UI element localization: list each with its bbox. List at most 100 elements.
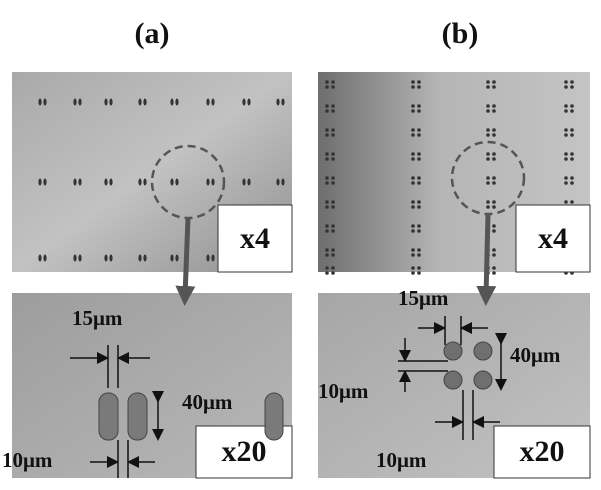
- pattern-dot: [211, 254, 215, 262]
- pattern-dot: [73, 254, 77, 262]
- pillar: [473, 341, 493, 361]
- pattern-dot: [570, 85, 574, 89]
- pillar: [264, 392, 284, 441]
- pattern-dot: [492, 85, 496, 89]
- pillar: [473, 370, 493, 390]
- pattern-dot: [325, 109, 329, 113]
- pillar: [98, 392, 119, 441]
- pattern-dot: [570, 128, 574, 132]
- pattern-dot: [564, 176, 568, 180]
- pattern-dot: [170, 98, 174, 106]
- pattern-dot: [486, 176, 490, 180]
- pattern-dot: [325, 133, 329, 137]
- pattern-dot: [109, 178, 113, 186]
- pattern-dot: [486, 205, 490, 209]
- pattern-dot: [411, 128, 415, 132]
- pattern-dot: [331, 104, 335, 108]
- pattern-dot: [486, 80, 490, 84]
- pattern-dot: [325, 85, 329, 89]
- pattern-dot: [331, 80, 335, 84]
- pattern-dot: [417, 133, 421, 137]
- pattern-dot: [206, 98, 210, 106]
- pattern-dot: [411, 200, 415, 204]
- pattern-dot: [73, 178, 77, 186]
- pattern-dot: [492, 128, 496, 132]
- pattern-dot: [492, 229, 496, 233]
- pattern-dot: [486, 128, 490, 132]
- pillar: [127, 392, 148, 441]
- mag-box: [515, 204, 591, 273]
- pattern-dot: [104, 98, 108, 106]
- pattern-dot: [411, 157, 415, 161]
- pattern-dot: [331, 205, 335, 209]
- magnification: x4: [240, 222, 270, 255]
- pattern-dot: [411, 133, 415, 137]
- pattern-dot: [564, 181, 568, 185]
- pattern-dot: [564, 128, 568, 132]
- pattern-dot: [564, 85, 568, 89]
- pattern-dot: [570, 200, 574, 204]
- pattern-dot: [325, 80, 329, 84]
- pattern-dot: [331, 176, 335, 180]
- pattern-dot: [78, 254, 82, 262]
- pattern-dot: [175, 254, 179, 262]
- pattern-dot: [486, 85, 490, 89]
- pattern-dot: [411, 266, 415, 270]
- pattern-dot: [331, 85, 335, 89]
- pattern-dot: [492, 104, 496, 108]
- pattern-dot: [281, 178, 285, 186]
- pattern-dot: [486, 181, 490, 185]
- pattern-dot: [325, 152, 329, 156]
- pattern-dot: [492, 152, 496, 156]
- pattern-dot: [492, 157, 496, 161]
- pattern-dot: [331, 248, 335, 252]
- pattern-dot: [242, 178, 246, 186]
- pattern-dot: [417, 85, 421, 89]
- pattern-dot: [331, 224, 335, 228]
- pattern-dot: [211, 98, 215, 106]
- pattern-dot: [143, 98, 147, 106]
- pattern-dot: [570, 157, 574, 161]
- panel-label: (a): [135, 17, 170, 50]
- pattern-dot: [570, 109, 574, 113]
- pillar: [443, 370, 463, 390]
- pattern-dot: [38, 254, 42, 262]
- pattern-dot: [325, 253, 329, 257]
- pattern-dot: [109, 254, 113, 262]
- pattern-dot: [411, 253, 415, 257]
- pattern-dot: [411, 104, 415, 108]
- pattern-dot: [411, 85, 415, 89]
- pattern-dot: [331, 128, 335, 132]
- annotation: 10μm: [376, 448, 427, 472]
- pattern-dot: [564, 157, 568, 161]
- mag-box: [217, 204, 293, 273]
- pattern-dot: [417, 271, 421, 275]
- pattern-dot: [138, 178, 142, 186]
- pattern-dot: [570, 133, 574, 137]
- pillar: [443, 341, 463, 361]
- pattern-dot: [570, 80, 574, 84]
- pattern-dot: [38, 98, 42, 106]
- pattern-dot: [486, 152, 490, 156]
- mag-box: [493, 425, 591, 479]
- pattern-dot: [417, 200, 421, 204]
- pattern-dot: [417, 176, 421, 180]
- pattern-dot: [206, 178, 210, 186]
- pattern-dot: [570, 181, 574, 185]
- pattern-dot: [411, 152, 415, 156]
- pattern-dot: [325, 157, 329, 161]
- pattern-dot: [43, 254, 47, 262]
- magnification: x4: [538, 222, 568, 255]
- pattern-dot: [492, 181, 496, 185]
- pattern-dot: [109, 98, 113, 106]
- pattern-dot: [281, 98, 285, 106]
- zoom-arrow: [175, 217, 196, 306]
- pattern-dot: [492, 133, 496, 137]
- pattern-dot: [564, 109, 568, 113]
- pattern-dot: [325, 200, 329, 204]
- pattern-dot: [325, 104, 329, 108]
- pattern-dot: [38, 178, 42, 186]
- pattern-dot: [417, 181, 421, 185]
- pattern-dot: [411, 80, 415, 84]
- pattern-dot: [570, 104, 574, 108]
